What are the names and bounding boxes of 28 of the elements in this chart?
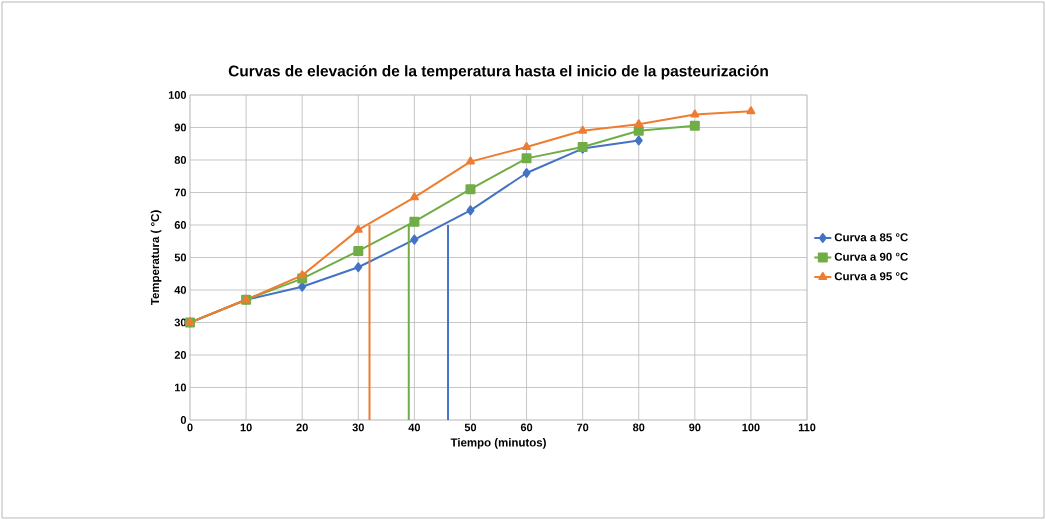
y-tick-label: 10 (174, 383, 187, 392)
x-tick-label: 30 (352, 423, 364, 432)
x-tick-label: 70 (577, 423, 589, 432)
x-axis-title: Tiempo (minutos) (450, 438, 546, 449)
x-tick-label: 20 (296, 423, 308, 432)
x-tick-label: 0 (187, 423, 193, 432)
y-tick-label: 50 (174, 253, 187, 262)
legend-label: Curva a 95 °C (834, 272, 908, 281)
y-tick-label: 20 (174, 351, 187, 359)
y-tick-label: 40 (174, 286, 187, 294)
x-tick-label: 100 (742, 423, 760, 432)
x-tick-label: 110 (798, 423, 816, 432)
x-tick-label: 90 (689, 423, 701, 432)
chart-title: Curvas de elevación de la temperatura hasta el inicio de la pasteurización (228, 64, 768, 80)
y-tick-label: 90 (174, 123, 187, 132)
x-tick-label: 80 (632, 423, 645, 432)
y-axis-title: Temperatura ( °C) (150, 210, 162, 306)
legend-label: Curva a 90 °C (834, 252, 908, 261)
y-tick-label: 60 (174, 221, 187, 229)
x-tick-label: 50 (464, 423, 477, 432)
x-tick-label: 60 (520, 423, 533, 432)
x-tick-label: 10 (240, 423, 252, 432)
y-tick-label: 80 (174, 156, 187, 164)
legend-label: Curva a 85 °C (834, 233, 908, 242)
y-tick-label: 100 (168, 91, 187, 99)
y-tick-label: 0 (180, 416, 187, 424)
x-tick-label: 40 (408, 423, 421, 432)
y-tick-label: 70 (174, 188, 187, 197)
